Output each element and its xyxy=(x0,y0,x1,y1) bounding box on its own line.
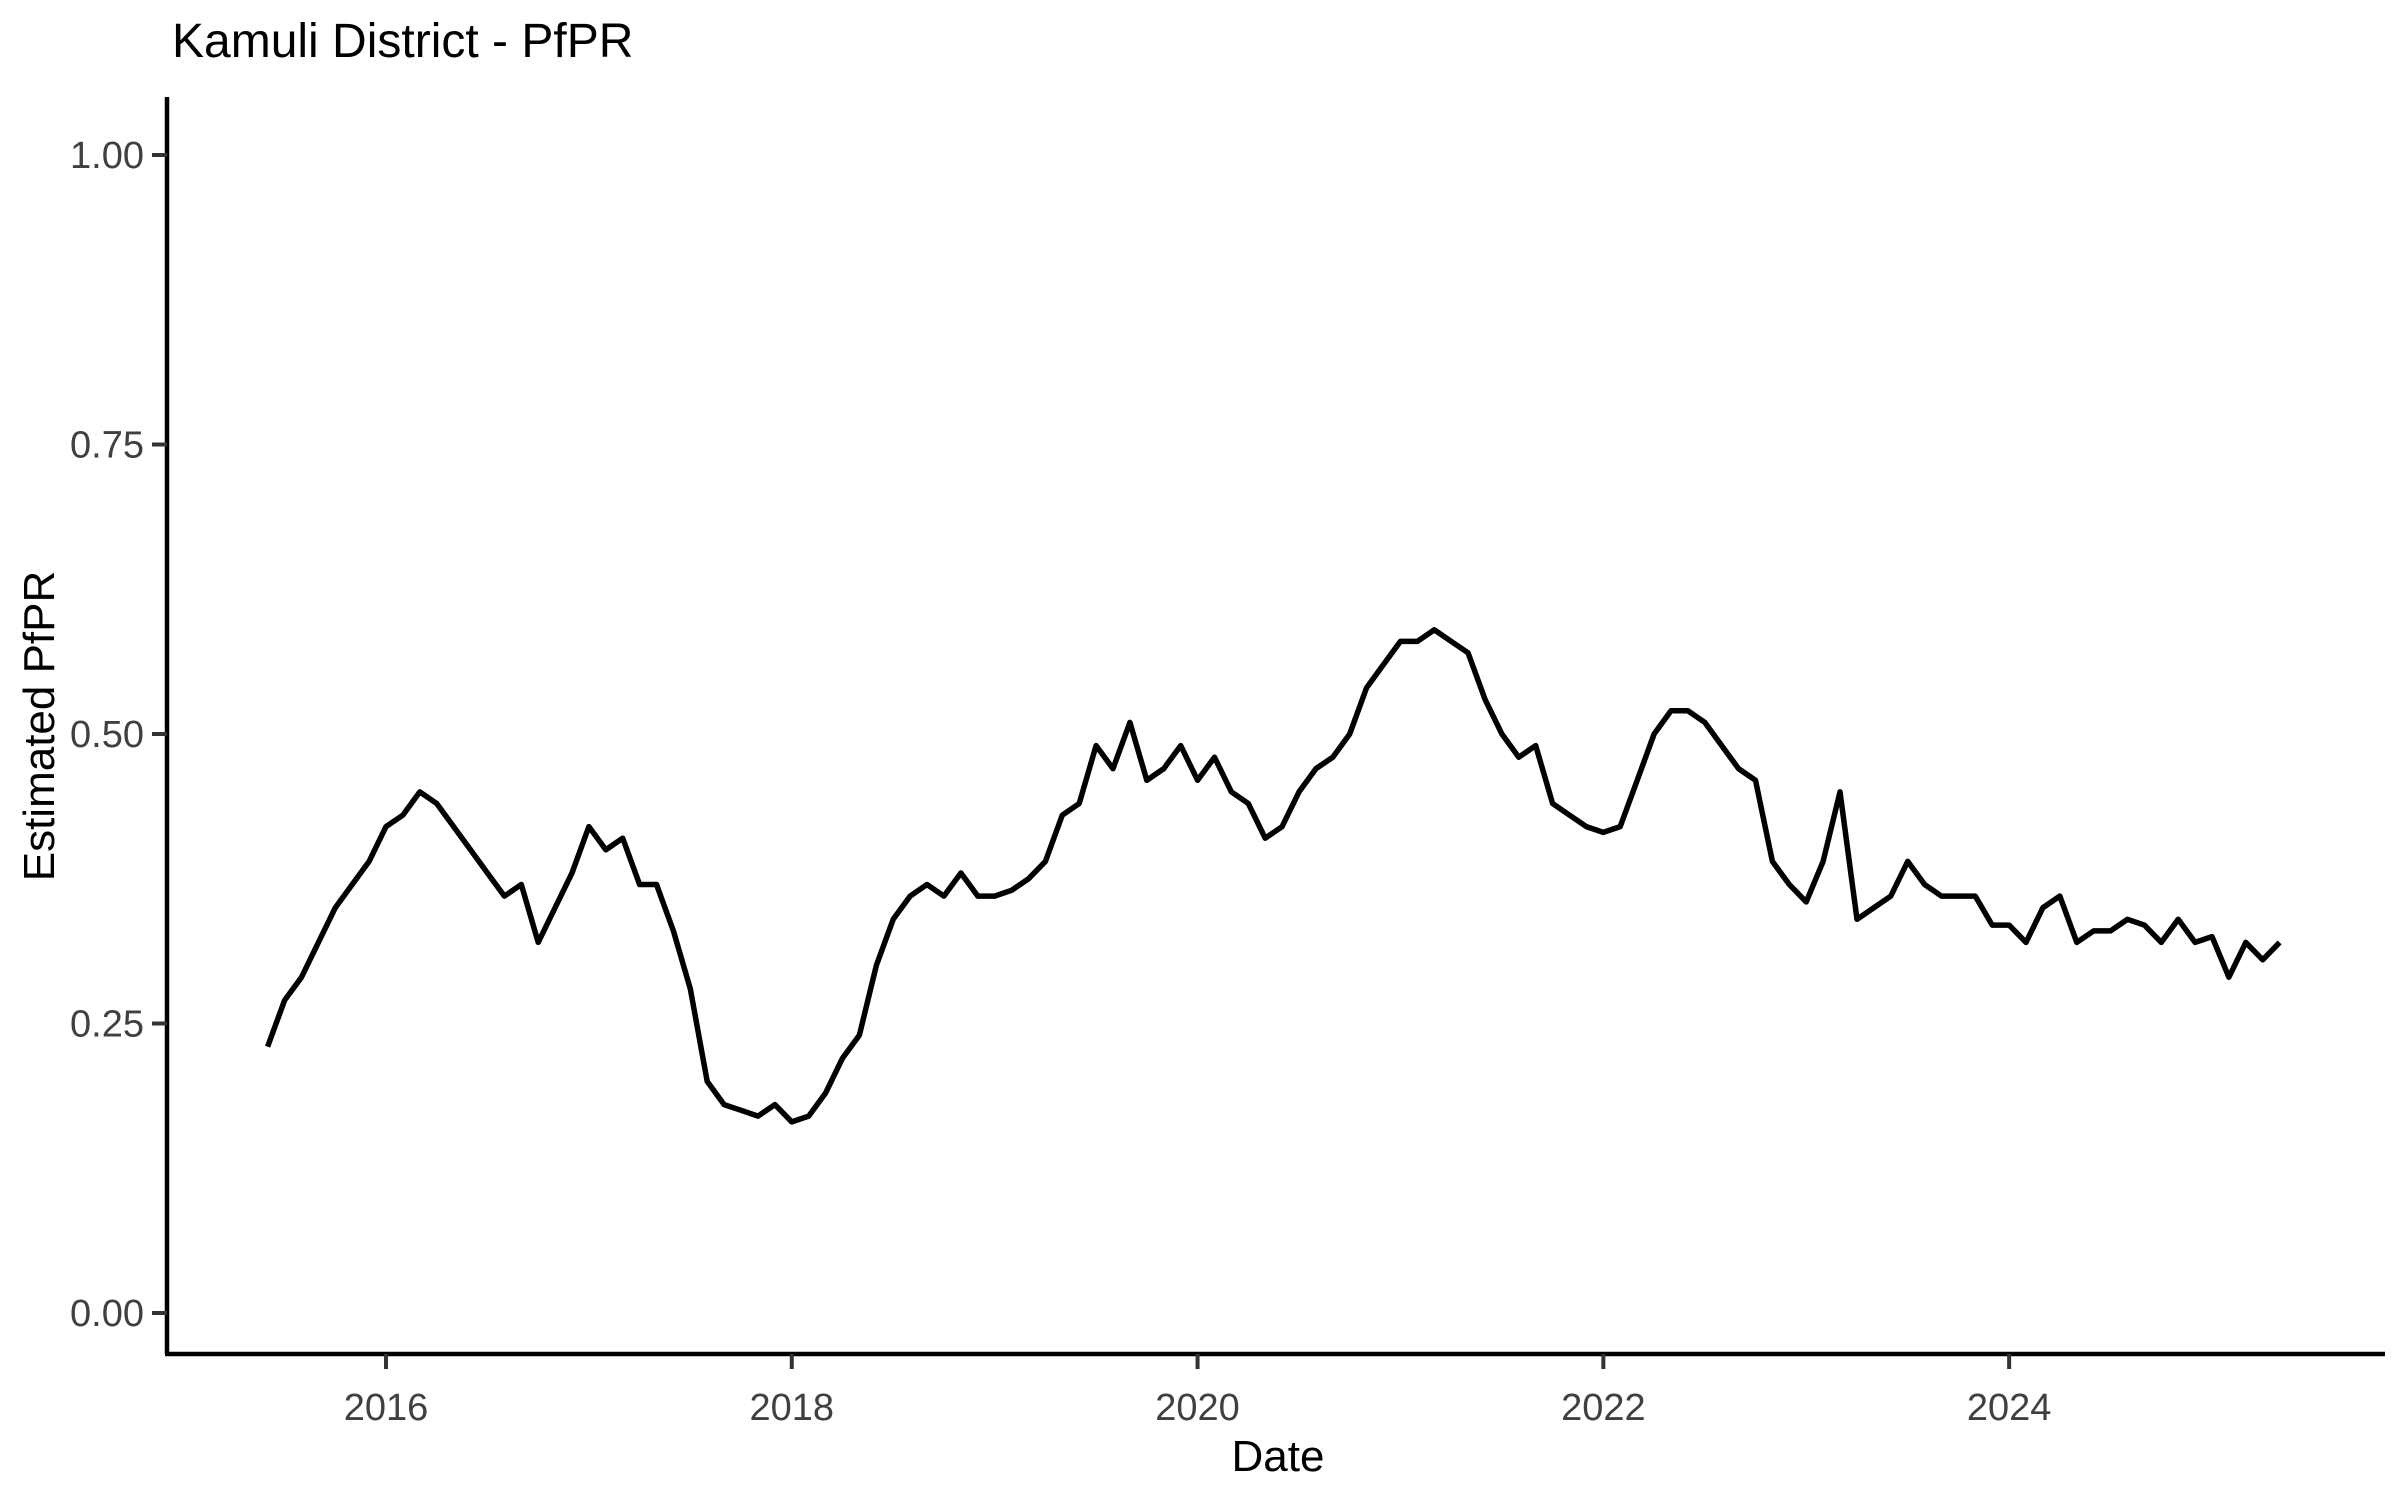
y-tick-label: 0.75 xyxy=(70,425,144,467)
x-tick-label: 2016 xyxy=(344,1387,429,1429)
y-tick-label: 0.00 xyxy=(70,1293,144,1335)
x-tick-label: 2020 xyxy=(1155,1387,1240,1429)
y-tick-label: 0.50 xyxy=(70,714,144,756)
x-tick-label: 2024 xyxy=(1967,1387,2052,1429)
y-axis-title: Estimated PfPR xyxy=(15,570,64,882)
x-tick-label: 2018 xyxy=(750,1387,835,1429)
pfpr-trend-line xyxy=(265,627,2282,1125)
y-tick-label: 1.00 xyxy=(70,135,144,177)
y-tick-label: 0.25 xyxy=(70,1004,144,1046)
chart-title: Kamuli District - PfPR xyxy=(172,15,634,68)
x-tick-label: 2022 xyxy=(1561,1387,1646,1429)
x-axis-title: Date xyxy=(1231,1432,1325,1481)
